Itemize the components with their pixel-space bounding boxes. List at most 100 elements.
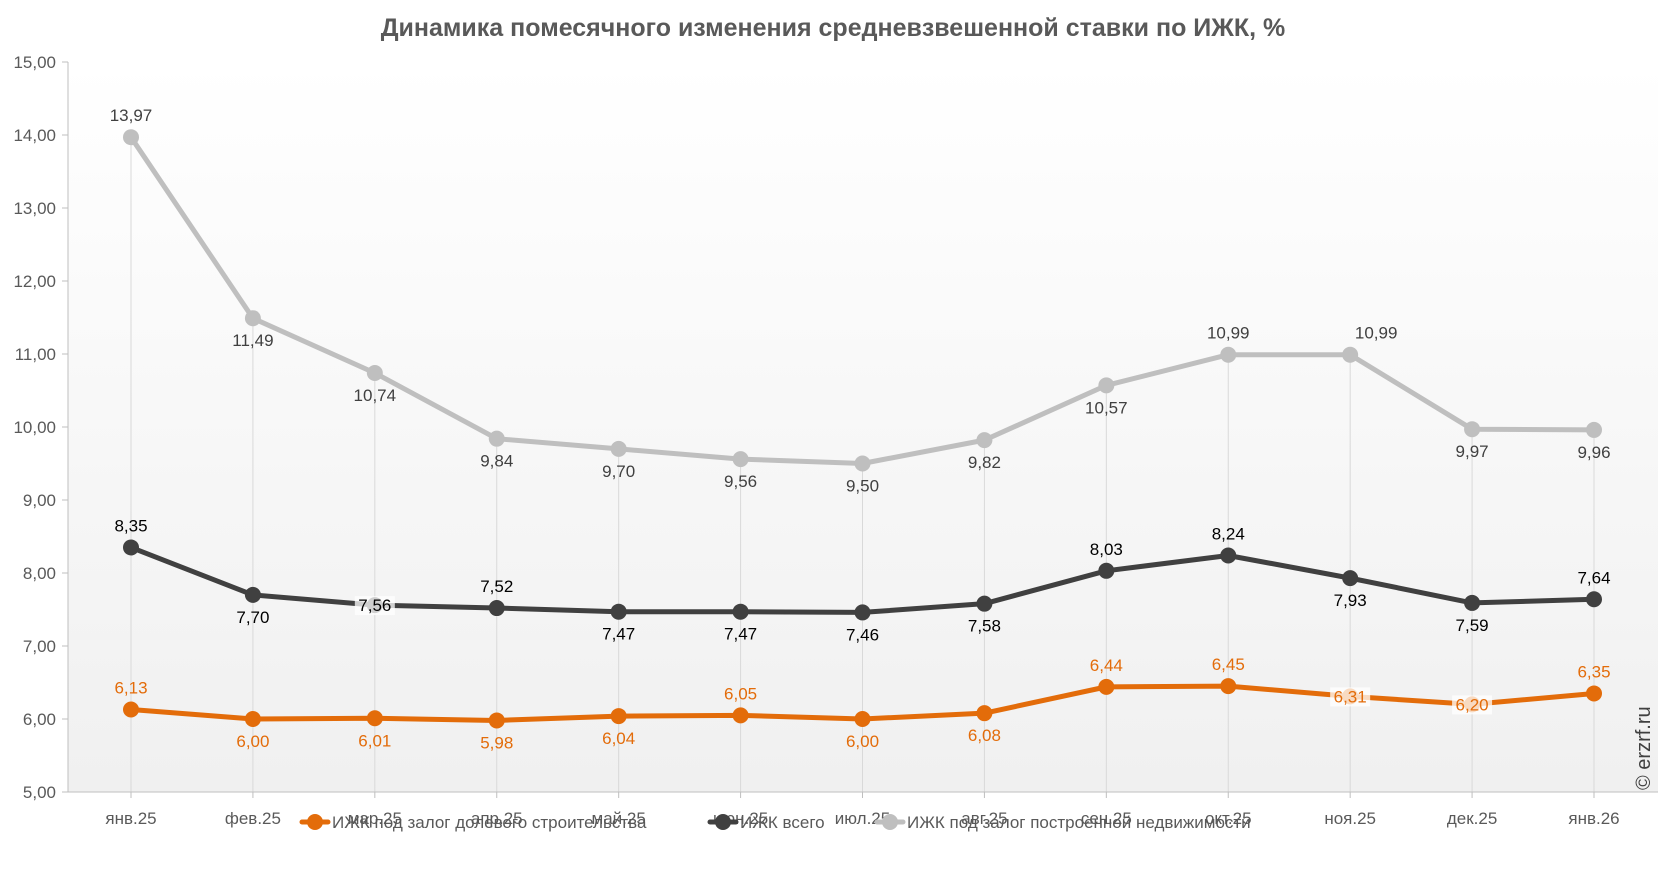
x-tick-label: май.25 (592, 809, 646, 828)
data-point (1220, 346, 1237, 363)
label-background (1452, 695, 1493, 715)
y-tick-label: 15,00 (13, 53, 56, 72)
data-label: 9,56 (724, 472, 757, 491)
data-label: 7,93 (1334, 591, 1367, 610)
data-label: 6,08 (968, 726, 1001, 745)
x-tick-label: окт.25 (1205, 809, 1252, 828)
data-point (732, 707, 749, 724)
data-label: 7,47 (724, 625, 757, 644)
data-point (610, 440, 627, 457)
data-label: 5,98 (480, 733, 513, 752)
data-label: 7,46 (846, 625, 879, 644)
data-point (244, 586, 261, 603)
data-label: 6,13 (114, 679, 147, 698)
x-tick-label: июл.25 (835, 809, 890, 828)
legend-marker (715, 814, 731, 830)
data-point (244, 310, 261, 327)
data-point (244, 711, 261, 727)
data-point (976, 432, 993, 449)
legend-entry: ИЖК под залог долевого строительства (332, 813, 647, 832)
y-tick-label: 9,00 (23, 491, 56, 510)
data-label: 6,31 (1334, 687, 1367, 706)
data-label: 9,97 (1456, 442, 1489, 461)
data-point (610, 603, 627, 620)
x-tick-label: ноя.25 (1324, 809, 1376, 828)
data-point (610, 708, 627, 725)
data-point (1098, 678, 1115, 695)
data-label: 7,70 (236, 608, 269, 627)
data-label: 7,47 (602, 625, 635, 644)
data-point (488, 600, 505, 617)
data-point (976, 705, 993, 722)
x-tick-label: апр.25 (471, 809, 523, 828)
data-label: 8,03 (1090, 540, 1123, 559)
data-label: 6,20 (1456, 695, 1489, 714)
data-label: 10,57 (1085, 398, 1128, 417)
y-tick-label: 12,00 (13, 272, 56, 291)
data-point (1342, 570, 1359, 587)
data-point (1098, 562, 1115, 579)
x-tick-label: мар.25 (348, 809, 402, 828)
data-point (123, 539, 139, 556)
y-tick-label: 8,00 (23, 564, 56, 583)
data-label: 10,74 (354, 386, 397, 405)
data-point (1098, 377, 1115, 394)
data-label: 8,35 (114, 516, 147, 535)
data-label: 9,70 (602, 462, 635, 481)
data-point (1220, 678, 1237, 695)
data-point (854, 711, 871, 727)
data-label: 6,00 (846, 732, 879, 751)
legend-entry: ИЖК всего (740, 813, 825, 832)
data-label: 9,50 (846, 477, 879, 496)
y-tick-label: 6,00 (23, 710, 56, 729)
x-tick-label: сен.25 (1081, 809, 1132, 828)
data-label: 7,58 (968, 617, 1001, 636)
legend-entry: ИЖК под залог построенной недвижимости (907, 813, 1251, 832)
y-tick-label: 11,00 (15, 345, 56, 364)
x-tick-label: янв.26 (1568, 809, 1619, 828)
x-tick-label: фев.25 (225, 809, 281, 828)
chart-title: Динамика помесячного изменения средневзв… (381, 14, 1286, 42)
data-point (732, 603, 749, 620)
label-background (1330, 687, 1371, 707)
data-point (1464, 421, 1481, 438)
data-point (1464, 594, 1481, 611)
watermark: © erzrf.ru (1633, 706, 1655, 790)
y-tick-label: 5,00 (23, 783, 56, 802)
data-point (1220, 547, 1237, 564)
data-point (1586, 421, 1602, 438)
data-label: 9,82 (968, 453, 1001, 472)
data-label: 6,01 (358, 731, 391, 750)
x-tick-label: авг.25 (961, 809, 1007, 828)
data-label: 6,44 (1090, 656, 1123, 675)
data-label: 7,52 (480, 577, 513, 596)
data-label: 8,24 (1212, 524, 1245, 543)
y-tick-label: 10,00 (13, 418, 56, 437)
y-tick-label: 14,00 (13, 126, 56, 145)
data-point (854, 455, 871, 472)
data-label: 13,97 (110, 106, 153, 125)
data-label: 6,05 (724, 684, 757, 703)
data-point (1342, 346, 1359, 363)
data-point (366, 364, 383, 381)
data-point (488, 430, 505, 447)
legend-marker (307, 814, 323, 830)
data-label: 9,84 (480, 452, 513, 471)
data-label: 6,45 (1212, 655, 1245, 674)
data-point (123, 129, 139, 146)
data-label: 9,96 (1577, 443, 1610, 462)
legend-marker (882, 814, 898, 830)
y-tick-label: 7,00 (23, 637, 56, 656)
data-label: 6,35 (1577, 662, 1610, 681)
label-background (354, 596, 395, 616)
y-tick-label: 13,00 (13, 199, 56, 218)
data-point (854, 604, 871, 621)
data-label: 7,59 (1456, 616, 1489, 635)
data-label: 6,04 (602, 729, 635, 748)
data-point (123, 701, 139, 718)
data-label: 10,99 (1355, 324, 1398, 343)
data-label: 7,56 (358, 596, 391, 615)
data-label: 6,00 (236, 732, 269, 751)
x-tick-label: дек.25 (1447, 809, 1497, 828)
